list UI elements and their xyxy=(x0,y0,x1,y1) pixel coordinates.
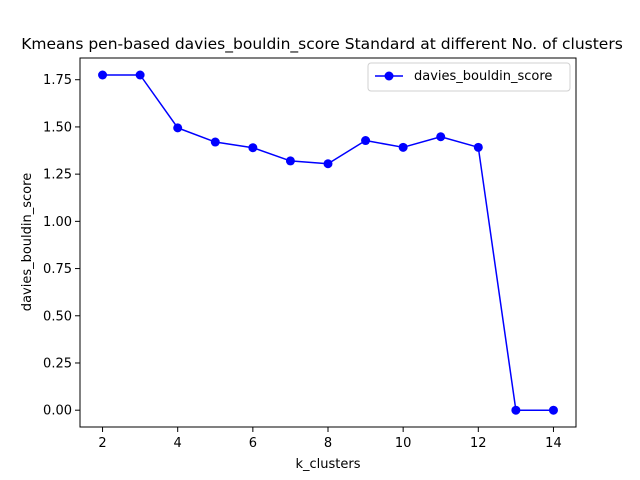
y-tick-label: 1.75 xyxy=(43,73,72,88)
y-tick-label: 1.50 xyxy=(43,120,72,135)
x-tick-label: 8 xyxy=(324,436,332,451)
x-tick-label: 10 xyxy=(395,436,412,451)
y-tick-label: 0.50 xyxy=(43,309,72,324)
data-point-marker xyxy=(511,405,521,415)
data-point-marker xyxy=(98,70,108,80)
legend-marker-swatch xyxy=(384,71,394,81)
data-point-marker xyxy=(361,136,371,146)
data-point-marker xyxy=(135,70,145,80)
data-point-marker xyxy=(548,405,558,415)
legend-frame xyxy=(367,62,571,92)
plot-area: 2 4 6 8 10 12 14 0.00 0.25 0.50 0.75 1.00 1.25 1.50 1.… xyxy=(43,70,562,451)
y-tick-label: 0.00 xyxy=(43,404,72,419)
y-tick-label: 0.25 xyxy=(43,356,72,371)
x-tick-label: 2 xyxy=(98,436,106,451)
x-tick-label: 14 xyxy=(545,436,562,451)
y-tick-label: 1.25 xyxy=(43,168,72,183)
x-tick-label: 6 xyxy=(249,436,257,451)
data-point-marker xyxy=(173,123,183,133)
y-tick-label: 0.75 xyxy=(43,262,72,277)
data-point-marker xyxy=(473,142,483,152)
x-axis-label: k_clusters xyxy=(295,457,360,472)
data-point-marker xyxy=(210,137,220,147)
x-tick-label: 4 xyxy=(174,436,182,451)
data-point-marker xyxy=(436,132,446,142)
chart-title: Kmeans pen-based davies_bouldin_score St… xyxy=(21,35,623,54)
data-point-marker xyxy=(323,159,333,169)
data-point-marker xyxy=(398,142,408,152)
legend-label: davies_bouldin_score xyxy=(414,69,552,84)
axes-frame xyxy=(79,57,577,428)
data-point-marker xyxy=(285,156,295,166)
data-point-marker xyxy=(248,143,258,153)
legend: davies_bouldin_score xyxy=(367,62,571,92)
y-tick-label: 1.00 xyxy=(43,215,72,230)
y-axis-label: davies_bouldin_score xyxy=(20,173,35,311)
x-tick-label: 12 xyxy=(470,436,487,451)
